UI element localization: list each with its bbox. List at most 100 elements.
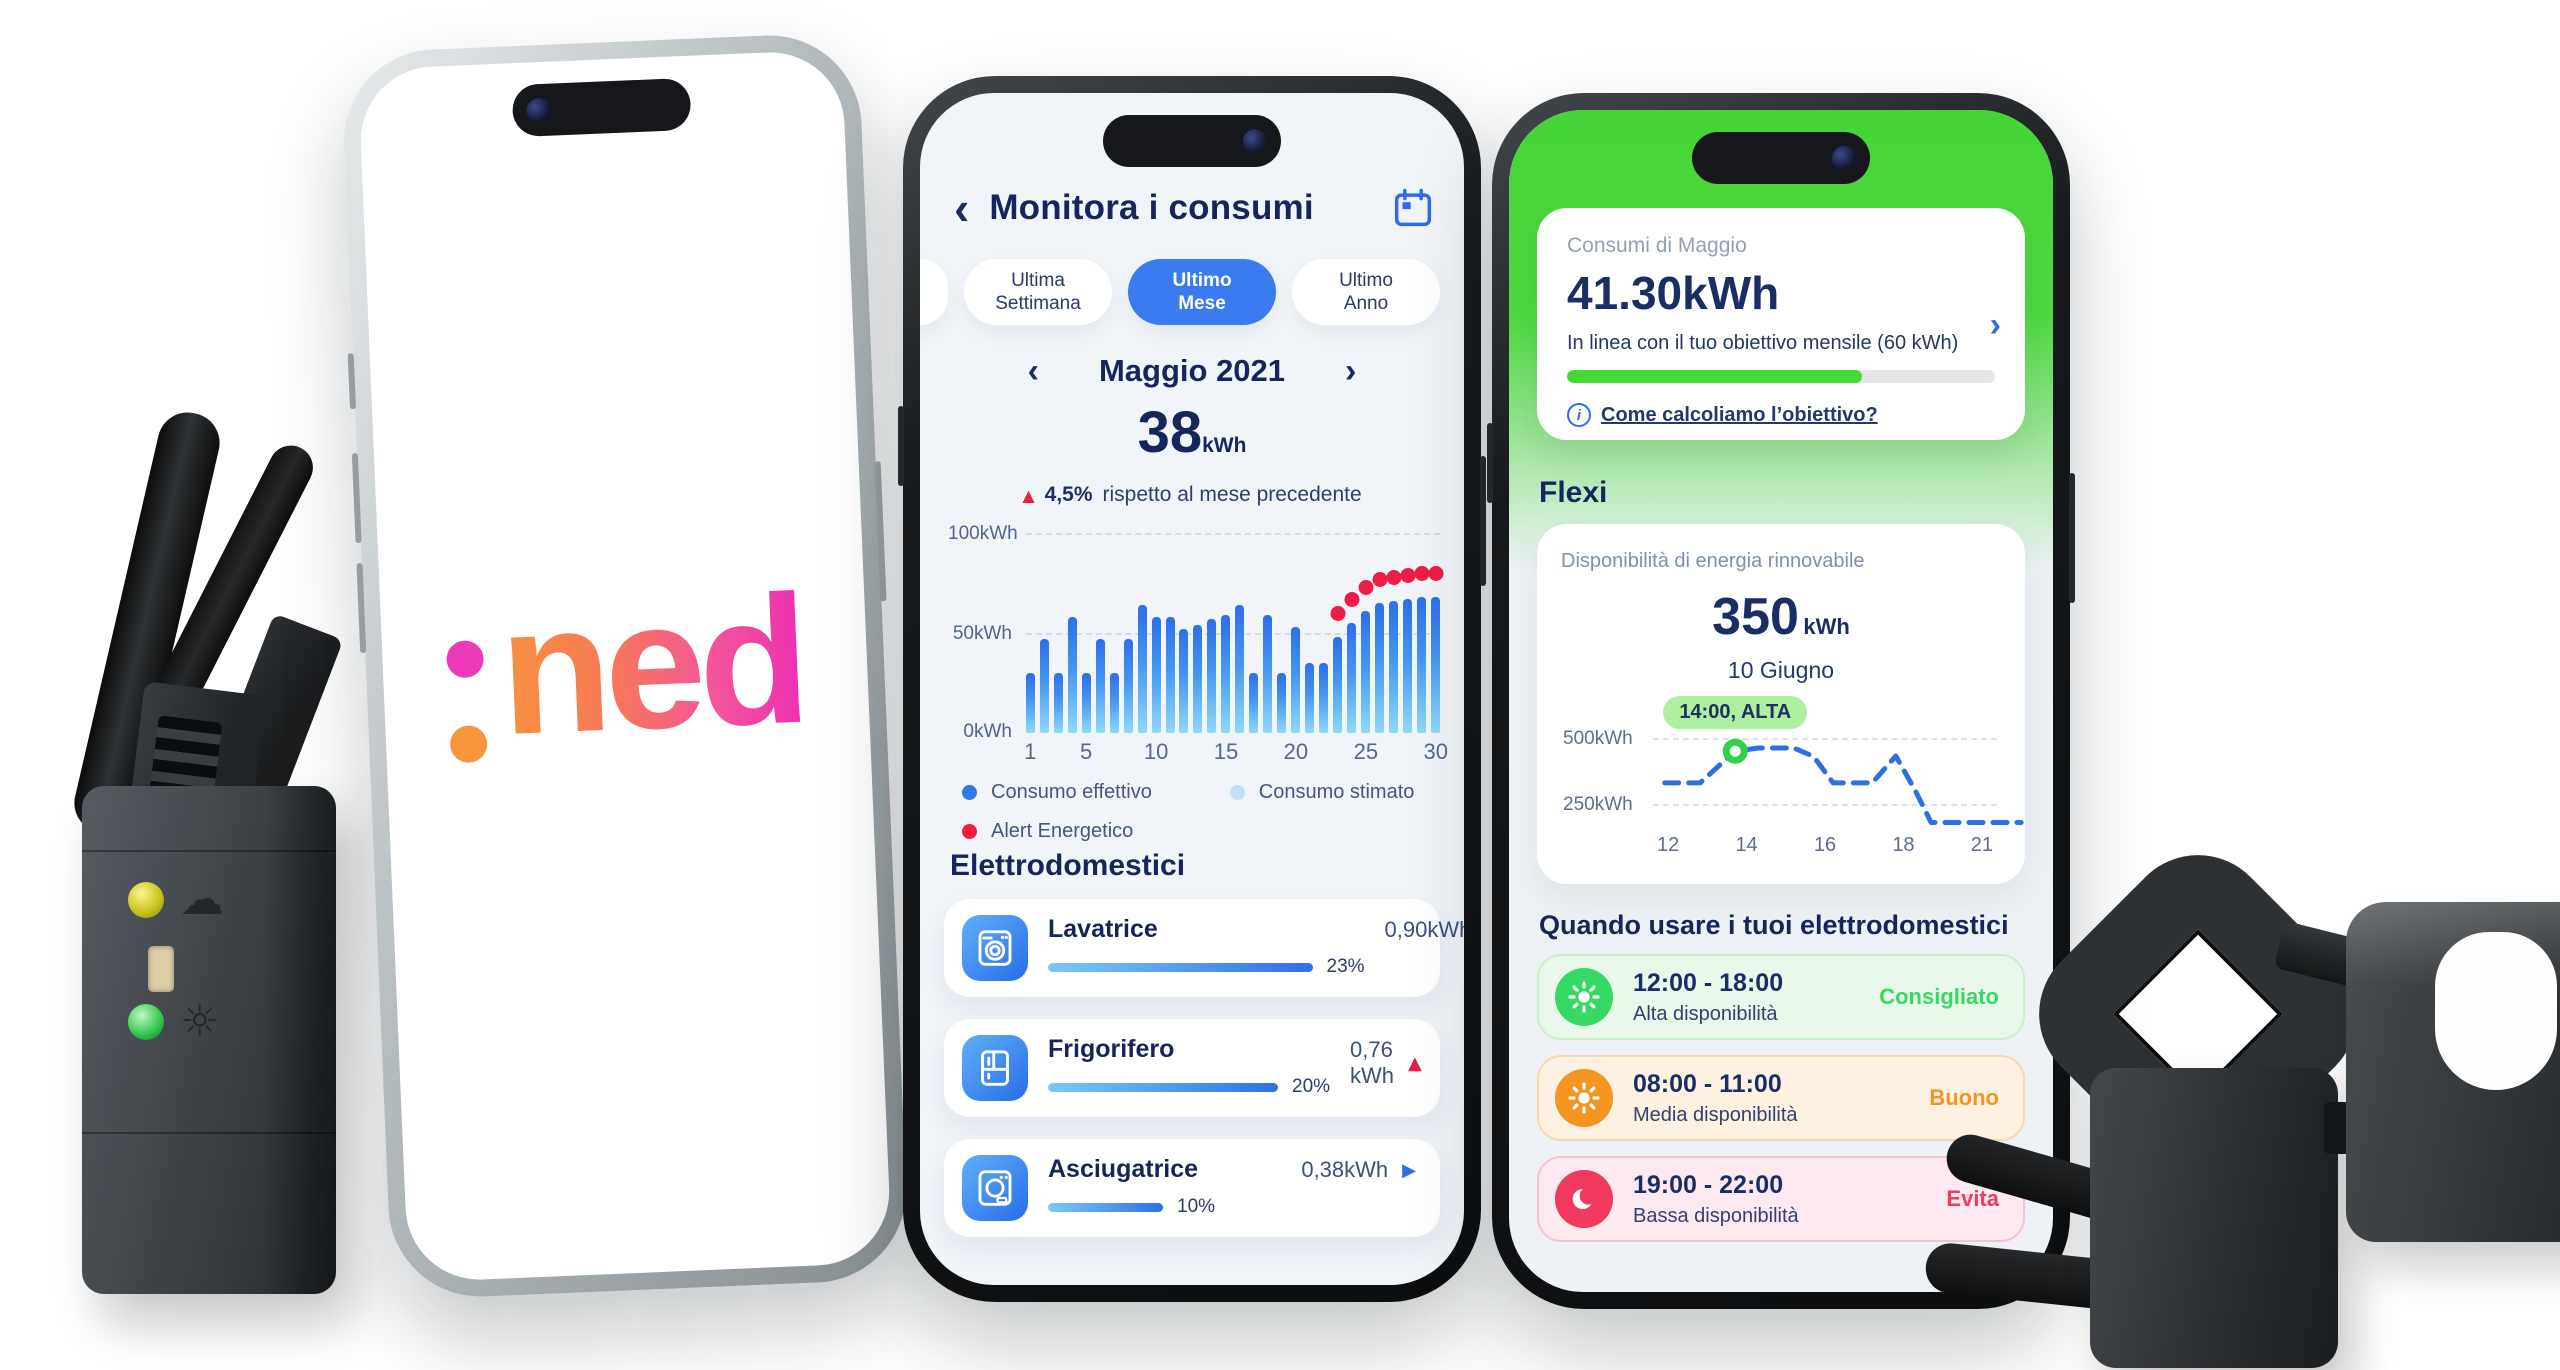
x-axis-ticks: 1 5 10 15 20 25 30 <box>1024 739 1448 765</box>
bar-day-5 <box>1081 673 1091 733</box>
advice-tag: Consigliato <box>1879 984 1999 1009</box>
detail-arrow-icon[interactable]: ▶ <box>1402 1159 1416 1181</box>
phone-logo: ned <box>340 31 910 1301</box>
advice-description: Media disponibilità <box>1633 1103 1798 1126</box>
dynamic-island <box>511 77 692 138</box>
page-title: Monitora i consumi <box>989 188 1314 227</box>
tab-mese[interactable]: Ultimo Mese <box>1128 259 1276 325</box>
peak-marker <box>1722 738 1748 764</box>
legend-item: Consumo effettivo <box>962 781 1230 804</box>
bar-day-10 <box>1151 617 1161 733</box>
sun-icon: ☼ <box>180 996 220 1047</box>
moon-icon <box>1555 1170 1613 1228</box>
tab-overflow-stub[interactable] <box>920 259 948 325</box>
volume-up-button <box>1487 423 1493 503</box>
appliance-name: Frigorifero <box>1048 1035 1175 1063</box>
appliance-progress: 23% <box>1048 956 1365 978</box>
summary-value: 41.30kWh <box>1567 267 1780 319</box>
alert-dot-day-29 <box>1414 566 1430 581</box>
legend-label: Consumo stimato <box>1258 781 1415 803</box>
back-button[interactable]: ‹ <box>954 182 970 234</box>
availability-unit: kWh <box>1803 614 1850 639</box>
logo-dot-pink <box>446 639 485 679</box>
gateway-seam <box>82 850 336 852</box>
clamp-latch <box>2324 1102 2350 1154</box>
chevron-right-icon[interactable]: › <box>1989 306 2001 344</box>
bar-day-9 <box>1137 605 1147 733</box>
total-value: 38 <box>1137 400 1203 465</box>
alert-dot-day-25 <box>1358 580 1374 595</box>
advice-info: 08:00 - 11:00 Media disponibilità <box>1633 1070 1909 1127</box>
next-month-button[interactable]: › <box>1345 352 1357 390</box>
advice-card-evita[interactable]: 19:00 - 22:00 Bassa disponibilità Evita <box>1537 1156 2025 1242</box>
advice-time-range: 08:00 - 11:00 <box>1633 1069 1782 1098</box>
x-tick-25: 25 <box>1353 739 1379 764</box>
sun-icon <box>1555 1069 1613 1127</box>
tab-settimana[interactable]: Ultima Settimana <box>964 259 1112 325</box>
availability-card: Disponibilità di energia rinnovabile 350… <box>1537 524 2025 884</box>
bar-day-29 <box>1416 597 1426 733</box>
bar-day-16 <box>1235 605 1245 733</box>
prev-month-button[interactable]: ‹ <box>1027 352 1039 390</box>
advice-info: 12:00 - 18:00 Alta disponibilità <box>1633 969 1859 1026</box>
bar-day-12 <box>1179 629 1189 733</box>
month-total: 38kWh <box>920 399 1464 466</box>
appliance-row-frigorifero[interactable]: Frigorifero 20% 0,76 kWh ▲ <box>944 1019 1440 1117</box>
goal-progress-track <box>1567 370 1995 383</box>
status-led-yellow <box>128 882 164 918</box>
goal-info-link[interactable]: Come calcoliamo l’obiettivo? <box>1601 403 1878 426</box>
bar-day-8 <box>1123 639 1133 733</box>
availability-value-row: 350 kWh <box>1561 587 2001 647</box>
trend-up-icon: ▲ <box>1022 485 1035 505</box>
tab-label-line2: Mese <box>1178 293 1226 314</box>
x-tick-16: 16 <box>1813 834 1837 856</box>
x-tick-14: 14 <box>1735 834 1758 856</box>
advice-time-range: 19:00 - 22:00 <box>1633 1170 1784 1199</box>
appliance-progress-fill <box>1048 1202 1163 1212</box>
advice-card-buono[interactable]: 08:00 - 11:00 Media disponibilità Buono <box>1537 1055 2025 1141</box>
appliance-value-row: 0,76 kWh ▲ <box>1350 1037 1422 1089</box>
availability-date: 10 Giugno <box>1727 657 1835 683</box>
calendar-icon[interactable] <box>1392 187 1434 229</box>
y-tick-100: 100kWh <box>948 523 1018 544</box>
appliance-name: Lavatrice <box>1048 915 1158 943</box>
appliance-info: Asciugatrice 10% <box>1048 1155 1281 1218</box>
availability-value: 350 <box>1712 588 1799 646</box>
bar-day-18 <box>1263 615 1273 733</box>
gridline-500 <box>1653 738 1997 740</box>
monitor-screen: ‹ Monitora i consumi Ultima Settimana Ulti… <box>920 93 1464 1285</box>
appliance-row-lavatrice[interactable]: Lavatrice 23% 0,90kWh▲ <box>944 899 1464 997</box>
power-button <box>874 461 887 602</box>
status-led-green <box>128 1004 164 1040</box>
dynamic-island <box>1103 115 1281 167</box>
clamp-opening <box>2435 932 2557 1090</box>
bar-day-26 <box>1374 603 1384 733</box>
alert-dot-day-30 <box>1428 566 1444 581</box>
goal-info-row[interactable]: i Come calcoliamo l’obiettivo? <box>1567 403 1995 427</box>
alert-dot-day-26 <box>1372 572 1388 587</box>
consumption-bar-chart: 100kWh 50kWh 0kWh 1 5 10 15 20 25 30 <box>948 523 1448 765</box>
logo-colon <box>446 639 489 764</box>
line-plot <box>1662 738 2024 825</box>
tab-label-line1: Ultima <box>1011 270 1065 291</box>
fridge-icon <box>962 1035 1028 1101</box>
phone-flexi: Consumi di Maggio 41.30kWh › In linea co… <box>1487 93 2075 1309</box>
x-tick-10: 10 <box>1143 739 1169 764</box>
legend-dot <box>962 824 977 839</box>
gateway-seam <box>82 1132 336 1134</box>
monthly-summary-card[interactable]: Consumi di Maggio 41.30kWh › In linea co… <box>1537 208 2025 440</box>
y-tick-500: 500kWh <box>1563 728 1633 749</box>
appliance-progress: 20% <box>1048 1076 1330 1098</box>
bar-day-17 <box>1249 673 1259 733</box>
x-tick-21: 21 <box>1970 834 1993 856</box>
peak-badge: 14:00, ALTA <box>1663 696 1808 729</box>
availability-subtitle: Disponibilità di energia rinnovabile <box>1561 550 1865 572</box>
bar-day-28 <box>1402 599 1412 733</box>
tab-anno[interactable]: Ultimo Anno <box>1292 259 1440 325</box>
bars <box>1026 533 1440 733</box>
advice-card-consigliato[interactable]: 12:00 - 18:00 Alta disponibilità Consiglia… <box>1537 954 2025 1040</box>
phone-monitor: ‹ Monitora i consumi Ultima Settimana Ulti… <box>898 76 1486 1302</box>
logo-text: ned <box>496 556 807 773</box>
appliance-row-asciugatrice[interactable]: Asciugatrice 10% 0,38kWh ▶ <box>944 1139 1440 1237</box>
